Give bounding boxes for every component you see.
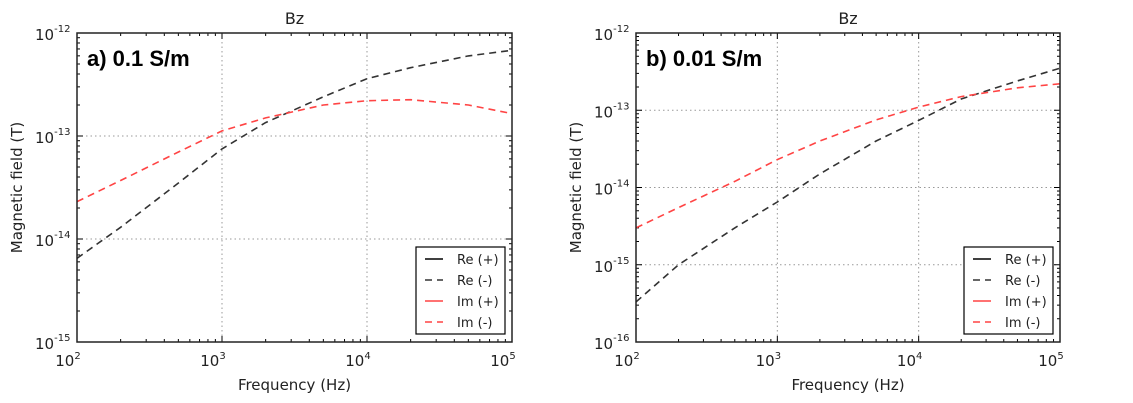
y-tick-exponent: -13 bbox=[54, 127, 70, 138]
x-tick-base: 10 bbox=[490, 352, 509, 370]
y-tick-label: 10-13 bbox=[594, 101, 629, 121]
y-tick-base: 10 bbox=[594, 26, 613, 44]
chart-title: Bz bbox=[285, 9, 304, 28]
x-tick-label: 102 bbox=[55, 351, 80, 370]
legend-label: Re (-) bbox=[1005, 274, 1040, 289]
y-tick-exponent: -14 bbox=[54, 230, 70, 241]
x-tick-exponent: 3 bbox=[775, 351, 781, 362]
y-axis-label: Magnetic field (T) bbox=[8, 122, 26, 253]
chart-panel-1: 102 103 104 10510-1210-1310-1410-1510-16Bzb… bbox=[567, 9, 1064, 394]
y-tick-label: 10-14 bbox=[594, 179, 629, 199]
y-tick-label: 10-12 bbox=[35, 24, 70, 44]
x-tick-exponent: 5 bbox=[1057, 351, 1063, 362]
legend-label: Im (-) bbox=[1005, 316, 1040, 331]
legend-label: Re (+) bbox=[1005, 253, 1047, 268]
legend-label: Im (-) bbox=[457, 316, 492, 331]
x-tick-base: 10 bbox=[897, 352, 916, 370]
legend-box bbox=[415, 246, 506, 335]
y-axis-label: Magnetic field (T) bbox=[567, 122, 585, 253]
y-tick-label: 10-13 bbox=[35, 127, 70, 147]
x-tick-base: 10 bbox=[55, 352, 74, 370]
x-tick-exponent: 2 bbox=[74, 351, 80, 362]
panel-annotation: a) 0.1 S/m bbox=[87, 46, 190, 71]
panel-annotation: b) 0.01 S/m bbox=[646, 46, 762, 71]
y-tick-exponent: -15 bbox=[613, 256, 629, 267]
series-line-re- bbox=[77, 49, 512, 259]
x-tick-exponent: 4 bbox=[916, 351, 922, 362]
y-tick-exponent: -16 bbox=[613, 333, 629, 344]
y-tick-exponent: -15 bbox=[54, 333, 70, 344]
y-tick-label: 10-14 bbox=[35, 230, 70, 250]
y-tick-base: 10 bbox=[594, 103, 613, 121]
plot-frame bbox=[76, 32, 513, 343]
x-tick-label: 102 bbox=[614, 351, 639, 370]
series-line-re- bbox=[636, 67, 1060, 303]
x-tick-exponent: 3 bbox=[219, 351, 225, 362]
x-axis-label: Frequency (Hz) bbox=[238, 376, 351, 394]
plot-frame bbox=[635, 32, 1061, 343]
x-tick-label: 105 bbox=[490, 351, 515, 370]
y-tick-base: 10 bbox=[35, 335, 54, 353]
x-tick-exponent: 4 bbox=[364, 351, 370, 362]
legend-label: Im (+) bbox=[1005, 295, 1047, 310]
series-line-im- bbox=[77, 98, 512, 203]
x-tick-label: 104 bbox=[897, 351, 922, 370]
x-tick-base: 10 bbox=[200, 352, 219, 370]
y-tick-base: 10 bbox=[594, 335, 613, 353]
x-tick-base: 10 bbox=[756, 352, 775, 370]
legend-label: Im (+) bbox=[457, 295, 499, 310]
x-tick-label: 103 bbox=[756, 351, 781, 370]
legend-label: Re (+) bbox=[457, 253, 499, 268]
y-tick-base: 10 bbox=[594, 181, 613, 199]
x-tick-base: 10 bbox=[345, 352, 364, 370]
x-tick-label: 104 bbox=[345, 351, 370, 370]
chart-title: Bz bbox=[838, 9, 857, 28]
y-tick-label: 10-12 bbox=[594, 24, 629, 44]
legend-box bbox=[963, 246, 1054, 335]
x-tick-exponent: 2 bbox=[633, 351, 639, 362]
y-tick-label: 10-15 bbox=[594, 256, 629, 276]
legend: Re (+) Re (-) Im (+) Im (-) bbox=[415, 246, 506, 335]
x-tick-exponent: 5 bbox=[509, 351, 515, 362]
y-tick-exponent: -13 bbox=[613, 101, 629, 112]
x-axis-label: Frequency (Hz) bbox=[791, 376, 904, 394]
legend-label: Re (-) bbox=[457, 274, 492, 289]
x-tick-base: 10 bbox=[614, 352, 633, 370]
y-tick-base: 10 bbox=[35, 129, 54, 147]
y-tick-label: 10-15 bbox=[35, 333, 70, 353]
y-tick-label: 10-16 bbox=[594, 333, 629, 353]
y-tick-base: 10 bbox=[35, 26, 54, 44]
y-tick-exponent: -14 bbox=[613, 179, 629, 190]
x-tick-label: 105 bbox=[1038, 351, 1063, 370]
x-tick-label: 103 bbox=[200, 351, 225, 370]
x-tick-base: 10 bbox=[1038, 352, 1057, 370]
series-line-im- bbox=[636, 83, 1060, 229]
y-tick-exponent: -12 bbox=[54, 24, 70, 35]
y-tick-exponent: -12 bbox=[613, 24, 629, 35]
legend: Re (+) Re (-) Im (+) Im (-) bbox=[963, 246, 1054, 335]
y-tick-base: 10 bbox=[35, 232, 54, 250]
y-tick-base: 10 bbox=[594, 258, 613, 276]
